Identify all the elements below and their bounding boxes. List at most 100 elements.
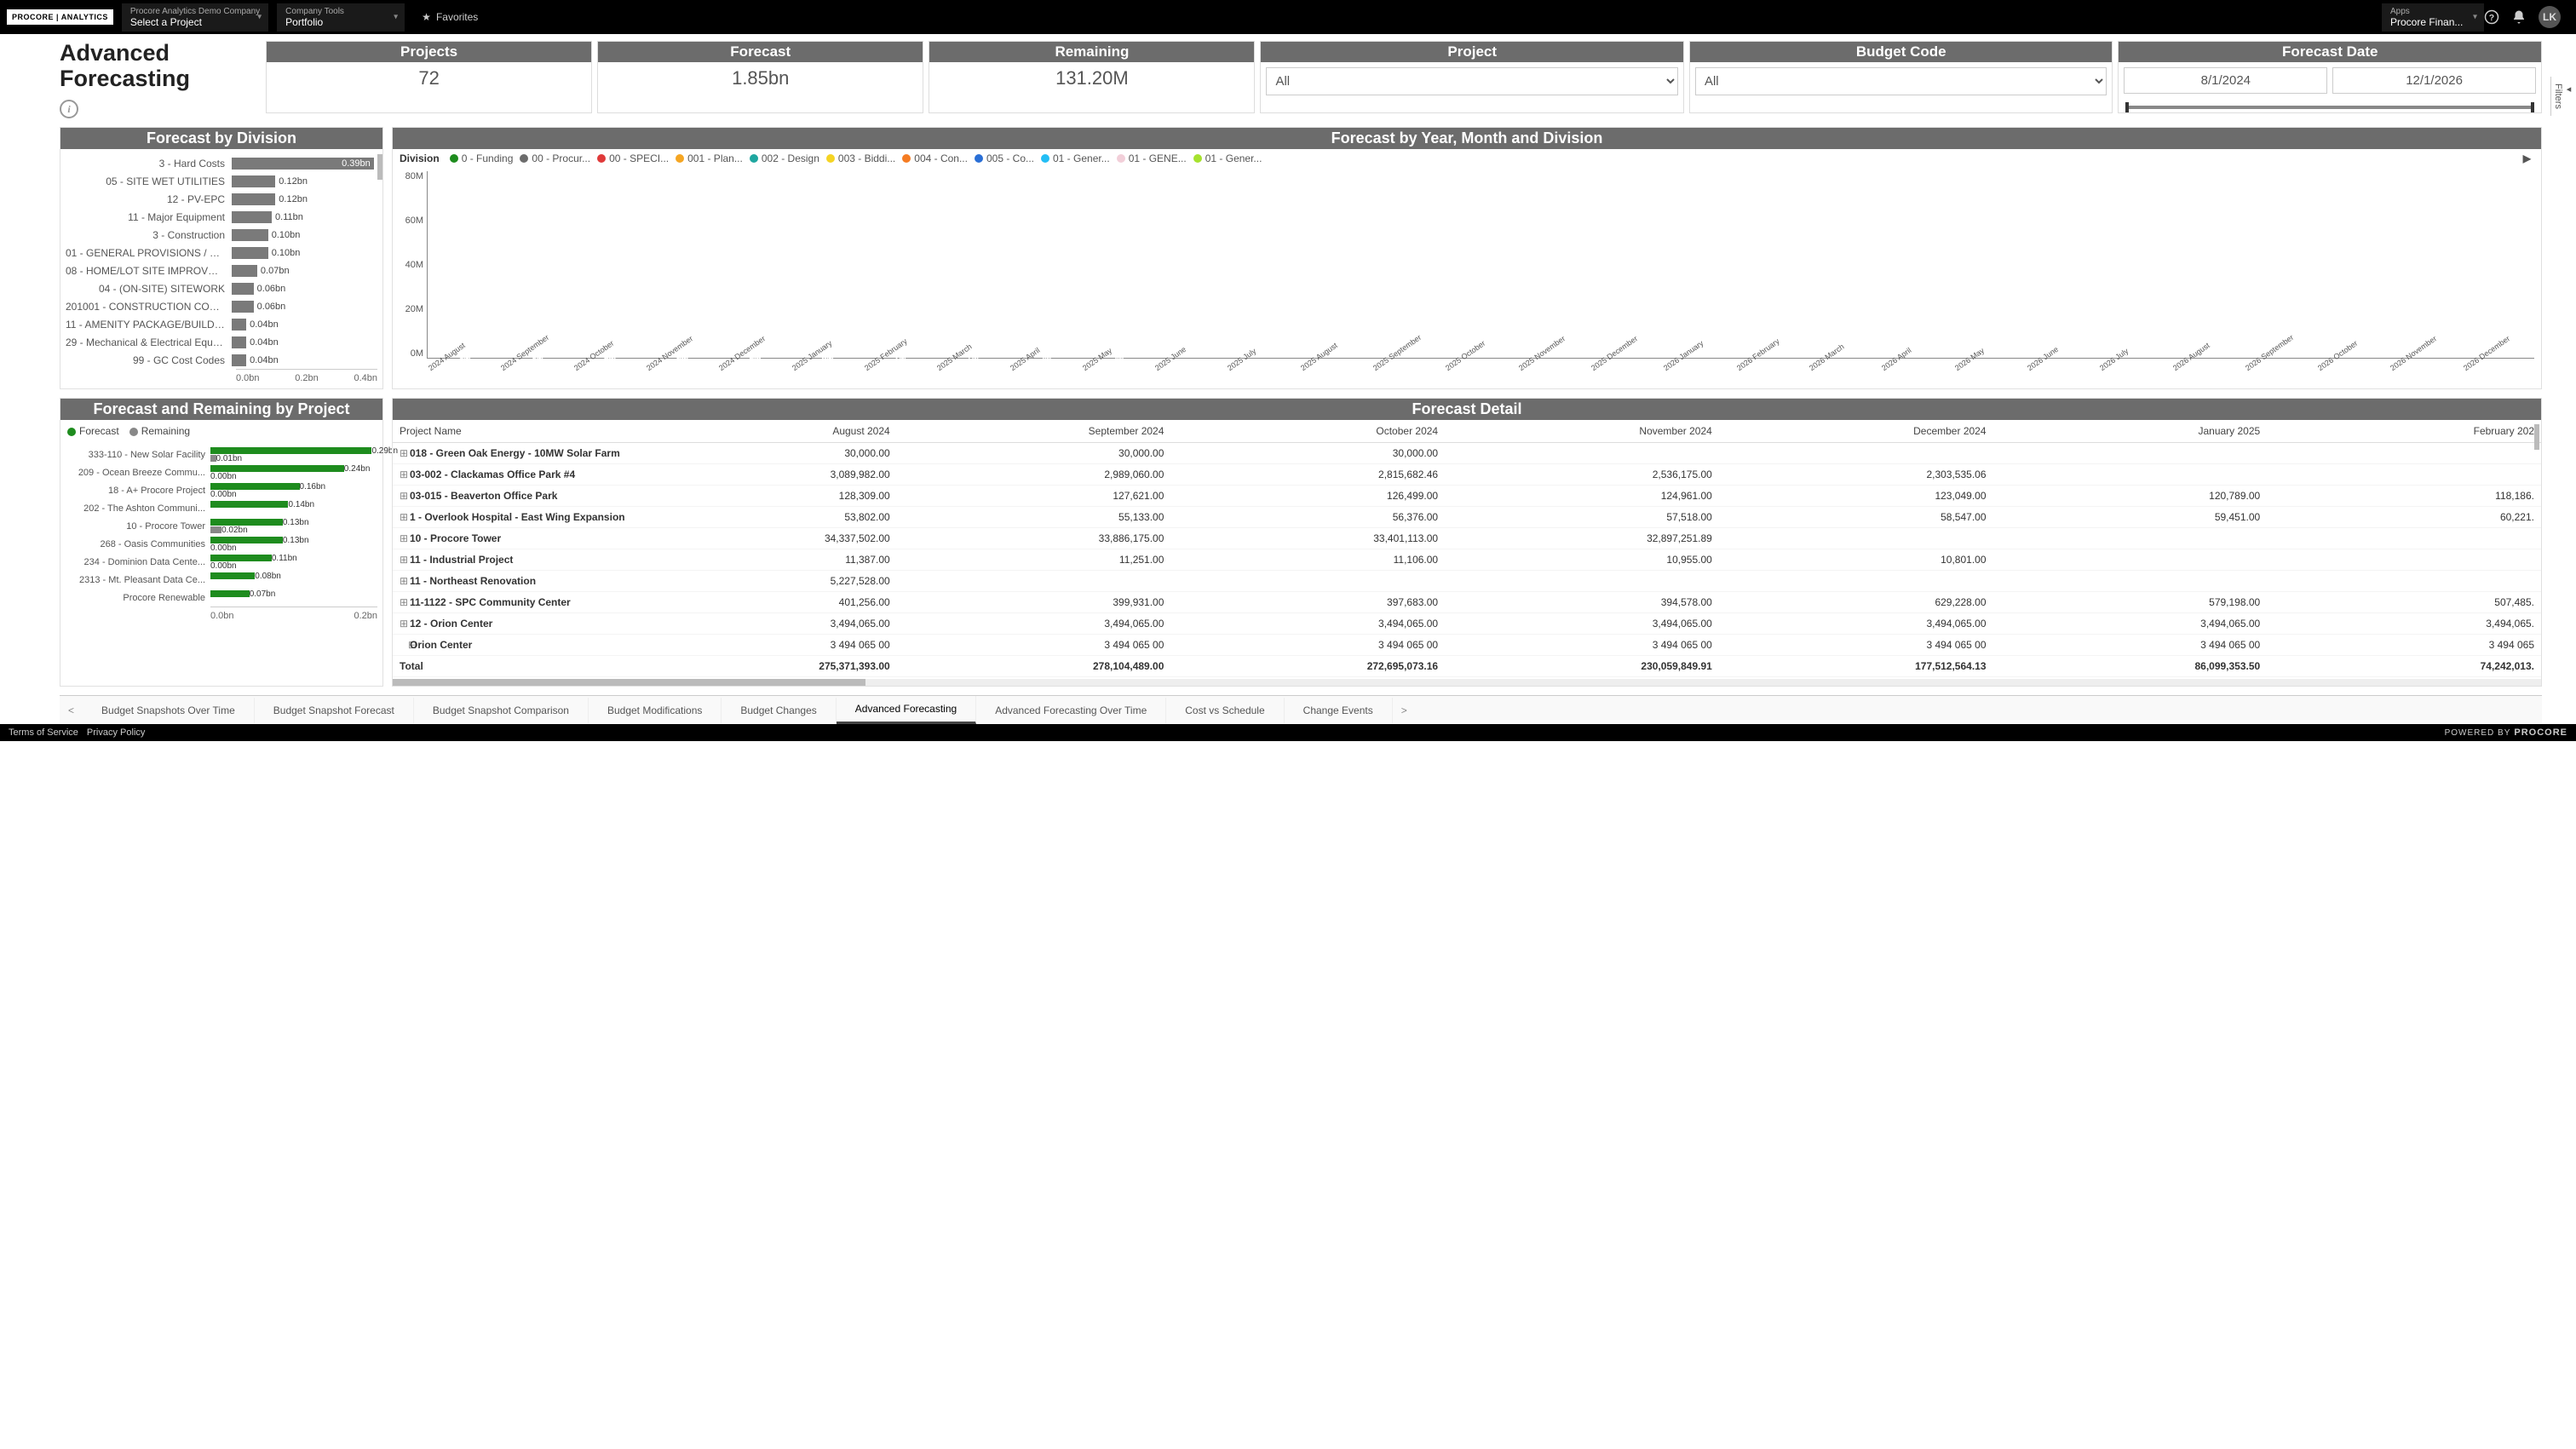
table-row[interactable]: ⊟ Orion Center3 494 065 003 494 065 003 … <box>393 635 2541 656</box>
footer: Terms of Service Privacy Policy POWERED … <box>0 724 2576 741</box>
tools-selector[interactable]: Company Tools Portfolio <box>277 3 405 32</box>
legend-item[interactable]: 01 - GENE... <box>1117 152 1187 164</box>
tos-link[interactable]: Terms of Service <box>9 727 78 738</box>
tools-selector-value: Portfolio <box>285 16 396 28</box>
table-row[interactable]: ⊞ 018 - Green Oak Energy - 10MW Solar Fa… <box>393 443 2541 464</box>
project-bar[interactable]: 10 - Procore Tower 0.13bn 0.02bn <box>66 517 377 535</box>
tab-next-icon[interactable]: > <box>1393 699 1416 722</box>
tools-selector-label: Company Tools <box>285 7 396 16</box>
project-bar[interactable]: 333-110 - New Solar Facility 0.29bn 0.01… <box>66 446 377 463</box>
expand-icon[interactable]: ⊞ <box>400 511 410 523</box>
project-bar[interactable]: Procore Renewable 0.07bn <box>66 589 377 607</box>
project-selector-value: Select a Project <box>130 16 260 28</box>
table-row[interactable]: ⊞ 11 - Industrial Project11,387.0011,251… <box>393 549 2541 571</box>
division-bar[interactable]: 29 - Mechanical & Electrical Equip... 0.… <box>66 333 377 351</box>
division-bar[interactable]: 12 - PV-EPC 0.12bn <box>66 190 377 208</box>
stacked-chart[interactable]: 7M9M7M9M9M7M9M7M8M9M9M7M6M8M6M6M7M9M6M7M… <box>427 171 2534 359</box>
info-icon[interactable]: i <box>60 100 78 118</box>
table-row[interactable]: ⊞ 10 - Procore Tower34,337,502.0033,886,… <box>393 528 2541 549</box>
expand-icon[interactable]: ⊞ <box>400 554 410 566</box>
table-row[interactable]: ⊞ 03-002 - Clackamas Office Park #43,089… <box>393 464 2541 486</box>
table-row[interactable]: ⊞ 11-1122 - SPC Community Center401,256.… <box>393 592 2541 613</box>
help-icon[interactable]: ? <box>2484 9 2499 25</box>
report-tab[interactable]: Advanced Forecasting Over Time <box>976 698 1166 723</box>
project-bar[interactable]: 2313 - Mt. Pleasant Data Ce... 0.08bn <box>66 571 377 589</box>
tab-prev-icon[interactable]: < <box>60 699 83 722</box>
expand-icon[interactable]: ⊞ <box>400 575 410 587</box>
h-scrollbar[interactable] <box>393 679 2541 686</box>
division-bar[interactable]: 05 - SITE WET UTILITIES 0.12bn <box>66 172 377 190</box>
scrollbar-icon[interactable] <box>377 154 382 180</box>
apps-label: Apps <box>2390 7 2475 16</box>
division-bar[interactable]: 01 - GENERAL PROVISIONS / SOF... 0.10bn <box>66 244 377 262</box>
division-bar[interactable]: 201001 - CONSTRUCTION CONTR... 0.06bn <box>66 297 377 315</box>
table-row[interactable]: ⊞ 11 - Northeast Renovation5,227,528.00 <box>393 571 2541 592</box>
table-row[interactable]: ⊞ 03-015 - Beaverton Office Park128,309.… <box>393 486 2541 507</box>
report-tab[interactable]: Cost vs Schedule <box>1166 698 1284 723</box>
division-bar[interactable]: 04 - (ON-SITE) SITEWORK 0.06bn <box>66 279 377 297</box>
legend-item[interactable]: 003 - Biddi... <box>826 152 895 164</box>
legend-item[interactable]: 005 - Co... <box>975 152 1034 164</box>
legend-remaining: Remaining <box>129 425 190 437</box>
scrollbar-icon[interactable] <box>2534 424 2539 450</box>
legend-item[interactable]: 01 - Gener... <box>1193 152 1262 164</box>
legend-forecast: Forecast <box>67 425 119 437</box>
svg-text:?: ? <box>2489 13 2494 23</box>
filters-toggle[interactable]: Filters <box>2550 77 2576 116</box>
legend-item[interactable]: 00 - SPECI... <box>597 152 669 164</box>
report-tab[interactable]: Budget Changes <box>722 698 836 723</box>
report-tabs: < Budget Snapshots Over TimeBudget Snaps… <box>60 695 2542 724</box>
project-bar[interactable]: 202 - The Ashton Communi... 0.14bn <box>66 499 377 517</box>
logo[interactable]: PROCORE | ANALYTICS <box>7 9 113 25</box>
legend-item[interactable]: 00 - Procur... <box>520 152 590 164</box>
user-avatar[interactable]: LK <box>2539 6 2561 28</box>
division-bar[interactable]: 11 - Major Equipment 0.11bn <box>66 208 377 226</box>
expand-icon[interactable]: ⊞ <box>400 490 410 502</box>
bell-icon[interactable] <box>2511 9 2527 25</box>
privacy-link[interactable]: Privacy Policy <box>87 727 145 738</box>
kpi-forecast: Forecast 1.85bn <box>597 41 923 113</box>
date-to-input[interactable] <box>2332 67 2536 94</box>
forecast-detail-table[interactable]: Project NameAugust 2024September 2024Oct… <box>393 420 2541 677</box>
report-tab[interactable]: Budget Snapshot Comparison <box>414 698 589 723</box>
division-bar[interactable]: 99 - GC Cost Codes 0.04bn <box>66 351 377 369</box>
legend-item[interactable]: 0 - Funding <box>450 152 514 164</box>
expand-icon[interactable]: ⊞ <box>400 532 410 544</box>
legend-item[interactable]: 01 - Gener... <box>1041 152 1110 164</box>
project-bar[interactable]: 268 - Oasis Communities 0.13bn 0.00bn <box>66 535 377 553</box>
expand-icon[interactable]: ⊟ <box>400 639 410 651</box>
budget-filter-select[interactable]: All <box>1695 67 2107 95</box>
legend-item[interactable]: 002 - Design <box>750 152 819 164</box>
expand-icon[interactable]: ⊞ <box>400 447 410 459</box>
expand-icon[interactable]: ⊞ <box>400 618 410 630</box>
project-bar[interactable]: 234 - Dominion Data Cente... 0.11bn 0.00… <box>66 553 377 571</box>
legend-more-icon[interactable]: ▶ <box>2520 152 2534 164</box>
report-tab[interactable]: Change Events <box>1285 698 1393 723</box>
expand-icon[interactable]: ⊞ <box>400 596 410 608</box>
legend-item[interactable]: 004 - Con... <box>902 152 968 164</box>
report-tab[interactable]: Budget Snapshots Over Time <box>83 698 255 723</box>
date-slider[interactable] <box>2125 106 2534 109</box>
division-bar[interactable]: 08 - HOME/LOT SITE IMPROVEME... 0.07bn <box>66 262 377 279</box>
filter-forecast-date: Forecast Date <box>2118 41 2542 113</box>
division-bar[interactable]: 3 - Construction 0.10bn <box>66 226 377 244</box>
table-row[interactable]: ⊞ 1 - Overlook Hospital - East Wing Expa… <box>393 507 2541 528</box>
project-bar[interactable]: 18 - A+ Procore Project 0.16bn 0.00bn <box>66 481 377 499</box>
division-bar[interactable]: 3 - Hard Costs 0.39bn <box>66 154 377 172</box>
report-tab[interactable]: Advanced Forecasting <box>837 696 976 724</box>
date-from-input[interactable] <box>2124 67 2327 94</box>
division-bar[interactable]: 11 - AMENITY PACKAGE/BUILDIN... 0.04bn <box>66 315 377 333</box>
project-filter-select[interactable]: All <box>1266 67 1678 95</box>
star-icon: ★ <box>422 11 431 23</box>
report-tab[interactable]: Budget Modifications <box>589 698 722 723</box>
report-tab[interactable]: Budget Snapshot Forecast <box>255 698 414 723</box>
apps-selector[interactable]: Apps Procore Finan... <box>2382 3 2484 32</box>
legend-item[interactable]: 001 - Plan... <box>676 152 743 164</box>
panel-forecast-by-division: Forecast by Division 3 - Hard Costs 0.39… <box>60 127 383 389</box>
kpi-projects: Projects 72 <box>266 41 592 113</box>
project-selector[interactable]: Procore Analytics Demo Company Select a … <box>122 3 268 32</box>
expand-icon[interactable]: ⊞ <box>400 469 410 480</box>
table-row[interactable]: ⊞ 12 - Orion Center3,494,065.003,494,065… <box>393 613 2541 635</box>
project-bar[interactable]: 209 - Ocean Breeze Commu... 0.24bn 0.00b… <box>66 463 377 481</box>
favorites-link[interactable]: ★ Favorites <box>422 11 478 23</box>
